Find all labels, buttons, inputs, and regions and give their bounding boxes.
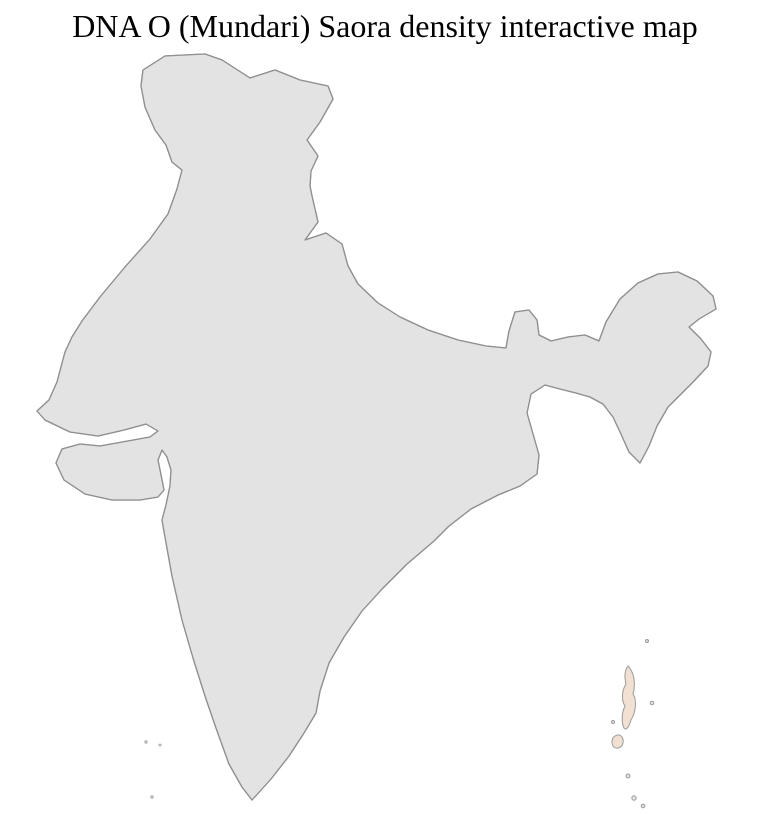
coastline-outline xyxy=(36,53,717,801)
andaman-nicobar-islands[interactable] xyxy=(611,639,655,809)
lakshadweep-islands[interactable] xyxy=(144,740,162,799)
map-title: DNA O (Mundari) Saora density interactiv… xyxy=(72,8,698,44)
